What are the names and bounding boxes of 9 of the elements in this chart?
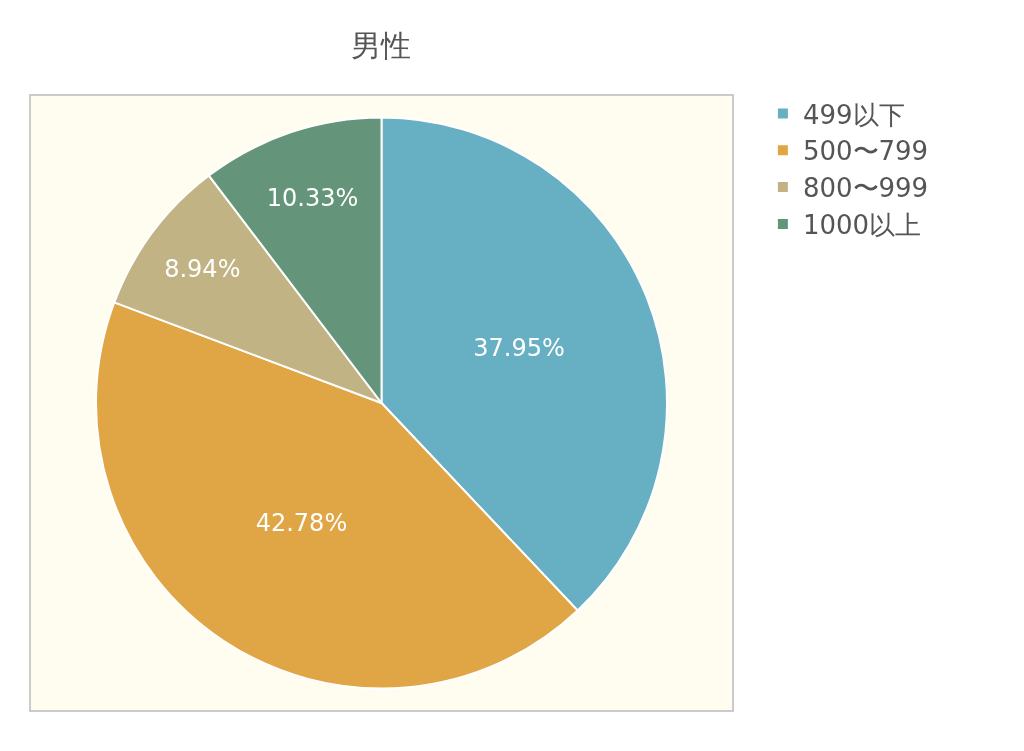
legend-label: 499以下 [802, 99, 905, 130]
data-label: 42.78% [255, 509, 348, 538]
data-label: 37.95% [473, 334, 565, 363]
chart-title: 男性 [351, 27, 411, 63]
legend-label: 800〜999 [802, 173, 929, 204]
data-label: 10.33% [266, 183, 359, 212]
legend-label: 1000以上 [802, 210, 922, 241]
data-label: 8.94% [164, 255, 241, 284]
legend-label: 500〜799 [802, 136, 929, 167]
